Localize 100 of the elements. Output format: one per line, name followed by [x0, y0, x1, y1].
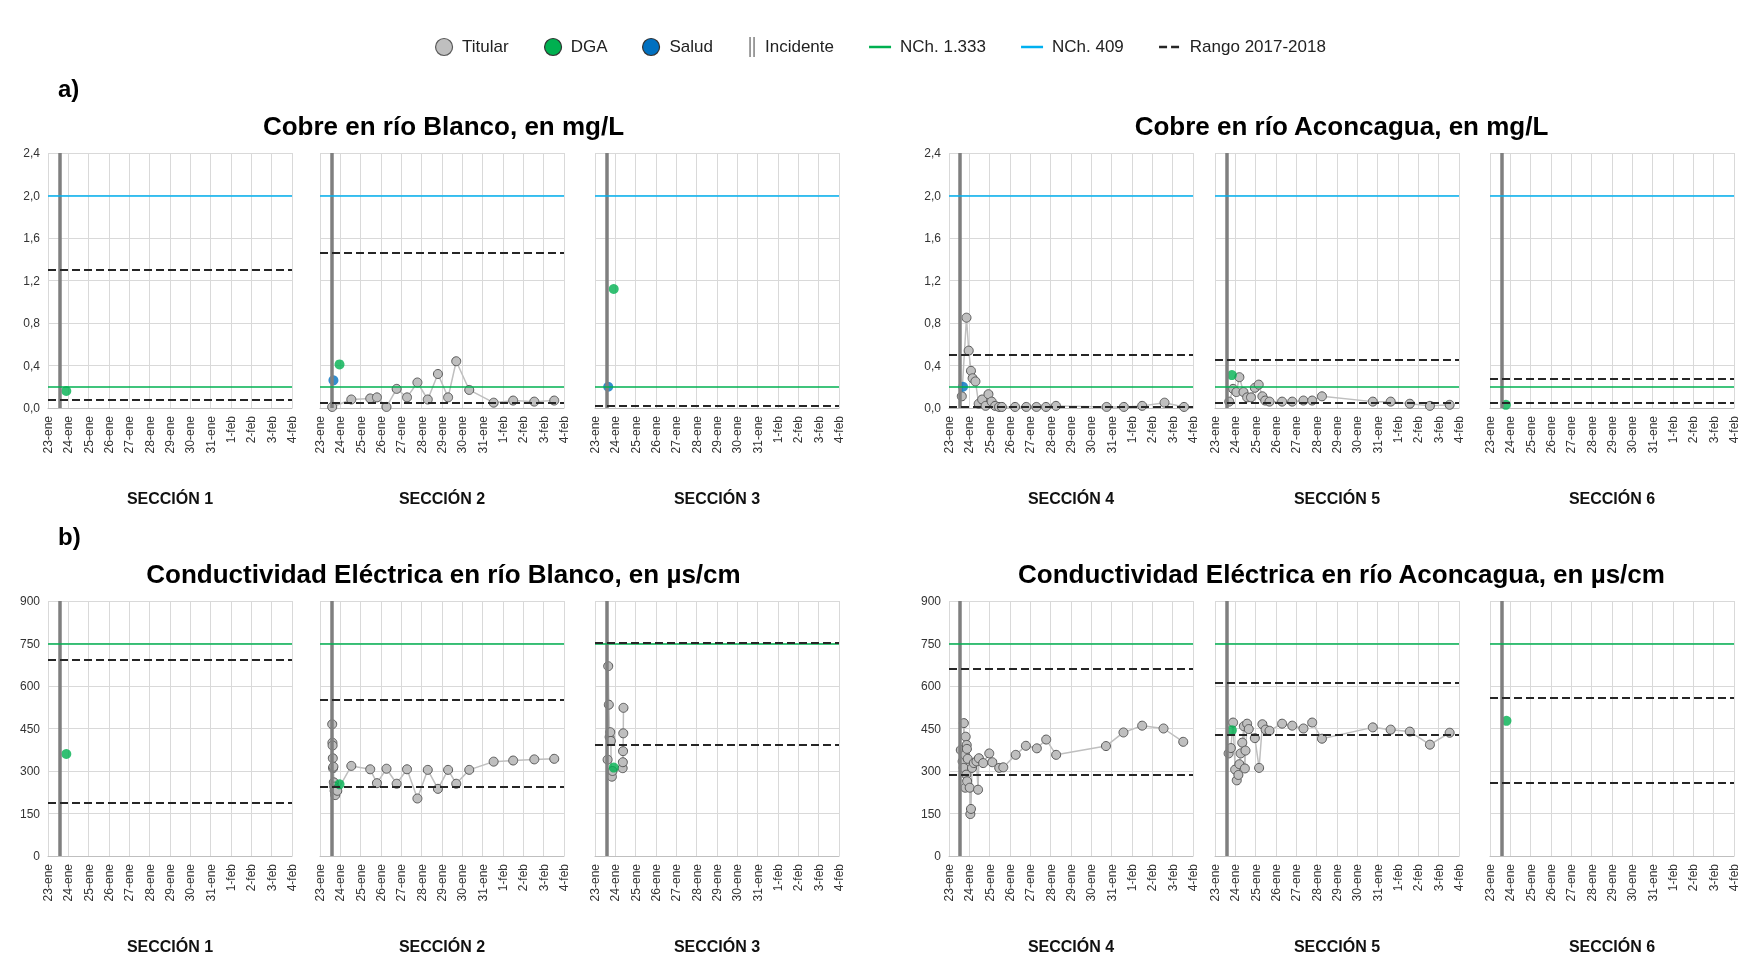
y-tick-label: 1,2	[23, 273, 41, 288]
x-tick-label: 29-ene	[163, 415, 177, 454]
x-tick-label: 30-ene	[455, 863, 470, 902]
x-tick-label: 23-ene	[1208, 863, 1222, 902]
y-tick-label: 450	[19, 721, 41, 736]
legend-label: Incidente	[764, 37, 834, 57]
x-tick-label: 1-feb	[224, 863, 238, 892]
x-tick-label: 2-feb	[516, 415, 531, 444]
x-tick-label: 23-ene	[588, 415, 602, 454]
y-tick-label: 300	[920, 764, 942, 778]
x-axis-title: SECCIÓN 1	[126, 488, 214, 507]
x-tick-label: 3-feb	[1431, 415, 1446, 444]
x-tick-label: 2-feb	[1411, 415, 1426, 444]
x-tick-label: 1-feb	[1391, 415, 1405, 444]
x-tick-label: 24-ene	[1503, 863, 1518, 902]
x-tick-label: 26-ene	[1269, 415, 1283, 454]
x-tick-label: 23-ene	[588, 863, 602, 902]
x-tick-label: 25-ene	[628, 415, 643, 454]
x-tick-label: 31-ene	[750, 415, 765, 454]
x-tick-label: 23-ene	[313, 415, 327, 454]
x-axis-title: SECCIÓN 6	[1568, 488, 1656, 507]
y-tick-label: 1,2	[924, 273, 942, 288]
x-tick-label: 30-ene	[1350, 415, 1365, 454]
x-tick-label: 4-feb	[1452, 415, 1466, 444]
x-tick-label: 4-feb	[1727, 863, 1741, 892]
x-tick-label: 1-feb	[1666, 415, 1680, 444]
x-tick-label: 27-ene	[1564, 415, 1579, 454]
x-tick-label: 30-ene	[1350, 863, 1365, 902]
x-tick-label: 27-ene	[1289, 415, 1304, 454]
x-axis-title: SECCIÓN 3	[673, 488, 761, 507]
x-tick-label: 27-ene	[394, 415, 409, 454]
x-tick-label: 28-ene	[142, 415, 157, 454]
x-tick-label: 30-ene	[455, 415, 470, 454]
x-tick-label: 2-feb	[244, 415, 259, 444]
x-tick-label: 4-feb	[832, 415, 846, 444]
x-tick-label: 24-ene	[608, 863, 623, 902]
x-tick-label: 31-ene	[1104, 415, 1119, 454]
x-tick-label: 26-ene	[1544, 415, 1558, 454]
x-tick-label: 1-feb	[224, 415, 238, 444]
x-tick-label: 30-ene	[730, 863, 745, 902]
x-tick-label: 25-ene	[1523, 415, 1538, 454]
x-tick-label: 30-ene	[1084, 415, 1099, 454]
x-tick-label: 26-ene	[1003, 863, 1017, 902]
x-tick-label: 28-ene	[1584, 863, 1599, 902]
x-tick-label: 29-ene	[1330, 863, 1344, 902]
x-tick-label: 31-ene	[203, 415, 218, 454]
x-tick-label: 29-ene	[1330, 415, 1344, 454]
x-tick-label: 28-ene	[1043, 863, 1058, 902]
x-tick-label: 28-ene	[414, 863, 429, 902]
y-tick-label: 0	[33, 849, 41, 863]
x-tick-label: 27-ene	[1564, 863, 1579, 902]
x-tick-label: 4-feb	[1452, 863, 1466, 892]
x-tick-label: 2-feb	[1686, 415, 1701, 444]
x-tick-label: 25-ene	[982, 863, 997, 902]
x-tick-label: 27-ene	[669, 863, 684, 902]
x-tick-label: 31-ene	[1104, 863, 1119, 902]
x-tick-label: 27-ene	[669, 415, 684, 454]
y-tick-label: 600	[19, 679, 41, 693]
x-tick-label: 30-ene	[730, 415, 745, 454]
x-tick-label: 26-ene	[374, 863, 388, 902]
x-tick-label: 24-ene	[61, 415, 76, 454]
x-tick-label: 23-ene	[942, 415, 956, 454]
x-tick-label: 3-feb	[1165, 415, 1180, 444]
y-tick-label: 0,8	[924, 316, 942, 330]
x-tick-label: 30-ene	[1625, 863, 1640, 902]
x-axis-title: SECCIÓN 1	[126, 936, 214, 955]
x-tick-label: 1-feb	[1391, 863, 1405, 892]
x-tick-label: 29-ene	[1605, 415, 1619, 454]
x-tick-label: 31-ene	[475, 415, 490, 454]
x-tick-label: 2-feb	[1145, 415, 1160, 444]
x-tick-label: 29-ene	[1064, 415, 1078, 454]
legend-label: DGA	[570, 37, 608, 57]
x-tick-label: 25-ene	[353, 863, 368, 902]
x-tick-label: 30-ene	[183, 863, 198, 902]
x-tick-label: 3-feb	[1165, 863, 1180, 892]
y-tick-label: 0	[934, 849, 942, 863]
x-tick-label: 29-ene	[435, 415, 449, 454]
x-tick-label: 1-feb	[1666, 863, 1680, 892]
x-tick-label: 2-feb	[516, 863, 531, 892]
x-axis-title: SECCIÓN 5	[1293, 936, 1381, 955]
x-tick-label: 3-feb	[1431, 863, 1446, 892]
x-tick-label: 24-ene	[61, 863, 76, 902]
x-tick-label: 3-feb	[811, 863, 826, 892]
y-tick-label: 0,4	[924, 358, 942, 373]
y-tick-label: 750	[19, 636, 41, 651]
x-tick-label: 3-feb	[536, 863, 551, 892]
x-tick-label: 25-ene	[353, 415, 368, 454]
text: a)	[58, 75, 80, 103]
chart-title: Cobre en río Aconcagua, en mg/L	[1133, 111, 1550, 142]
x-tick-label: 4-feb	[1727, 415, 1741, 444]
x-axis-title: SECCIÓN 2	[398, 488, 486, 507]
x-tick-label: 29-ene	[710, 415, 724, 454]
x-tick-label: 25-ene	[628, 863, 643, 902]
x-tick-label: 1-feb	[496, 863, 510, 892]
x-tick-label: 2-feb	[1411, 863, 1426, 892]
x-axis-title: SECCIÓN 3	[673, 936, 761, 955]
x-tick-label: 29-ene	[163, 863, 177, 902]
x-tick-label: 27-ene	[1023, 415, 1038, 454]
x-tick-label: 1-feb	[1125, 863, 1139, 892]
x-tick-label: 31-ene	[475, 863, 490, 902]
